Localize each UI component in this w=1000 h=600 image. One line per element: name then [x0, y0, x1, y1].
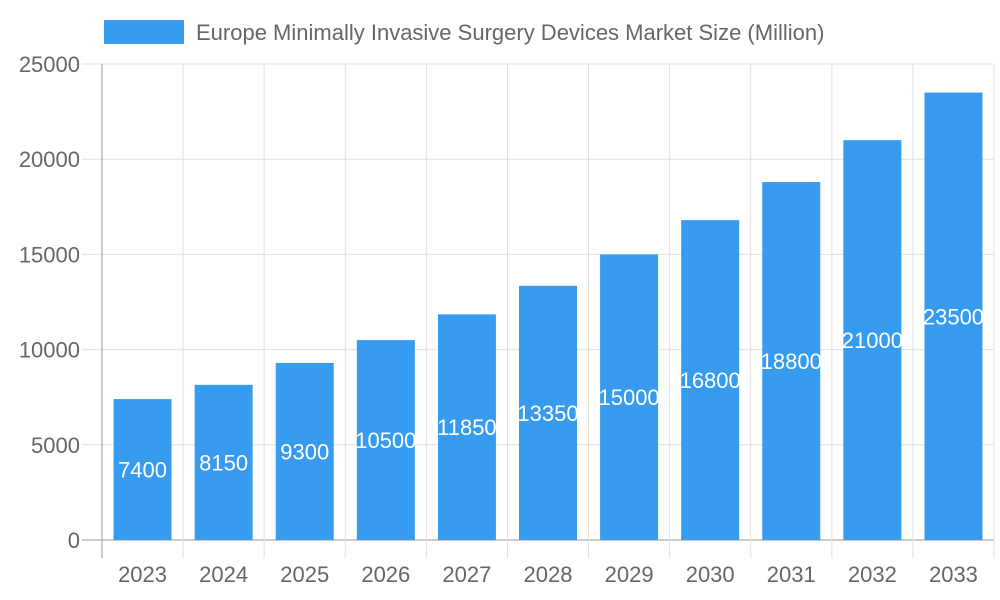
data-label-2032: 21000 — [842, 328, 903, 353]
bar-2023 — [113, 399, 172, 540]
bar-2030 — [681, 220, 740, 541]
y-tick-label: 15000 — [19, 242, 80, 267]
data-label-2029: 15000 — [598, 385, 659, 410]
y-tick-label: 0 — [68, 528, 80, 553]
y-tick-label: 5000 — [31, 433, 80, 458]
bar-2029 — [600, 254, 659, 540]
data-label-2028: 13350 — [517, 401, 578, 426]
x-tick-label: 2024 — [199, 562, 248, 587]
x-tick-label: 2026 — [361, 562, 410, 587]
y-tick-label: 25000 — [19, 52, 80, 77]
x-tick-label: 2029 — [605, 562, 654, 587]
bar-2026 — [356, 340, 415, 540]
y-tick-label: 10000 — [19, 338, 80, 363]
data-label-2023: 7400 — [118, 458, 167, 483]
x-tick-label: 2027 — [442, 562, 491, 587]
x-tick-label: 2033 — [929, 562, 978, 587]
bar-2024 — [194, 384, 253, 540]
bar-2032 — [843, 140, 902, 540]
bar-2033 — [924, 92, 983, 540]
bar-2028 — [519, 285, 577, 540]
legend-label: Europe Minimally Invasive Surgery Device… — [196, 20, 824, 45]
bar-2027 — [437, 314, 496, 540]
y-tick-label: 20000 — [19, 147, 80, 172]
data-label-2024: 8150 — [199, 450, 248, 475]
x-tick-label: 2023 — [118, 562, 167, 587]
data-label-2025: 9300 — [280, 439, 329, 464]
x-tick-label: 2028 — [524, 562, 573, 587]
data-label-2033: 23500 — [923, 304, 984, 329]
x-tick-label: 2032 — [848, 562, 897, 587]
data-label-2031: 18800 — [761, 349, 822, 374]
x-tick-label: 2031 — [767, 562, 816, 587]
bar-2031 — [762, 182, 821, 540]
data-label-2027: 11850 — [437, 415, 497, 440]
x-tick-label: 2030 — [686, 562, 735, 587]
data-label-2026: 10500 — [355, 428, 416, 453]
x-tick-label: 2025 — [280, 562, 329, 587]
legend-swatch — [104, 20, 184, 44]
data-label-2030: 16800 — [680, 368, 741, 393]
bar-2025 — [275, 362, 334, 540]
